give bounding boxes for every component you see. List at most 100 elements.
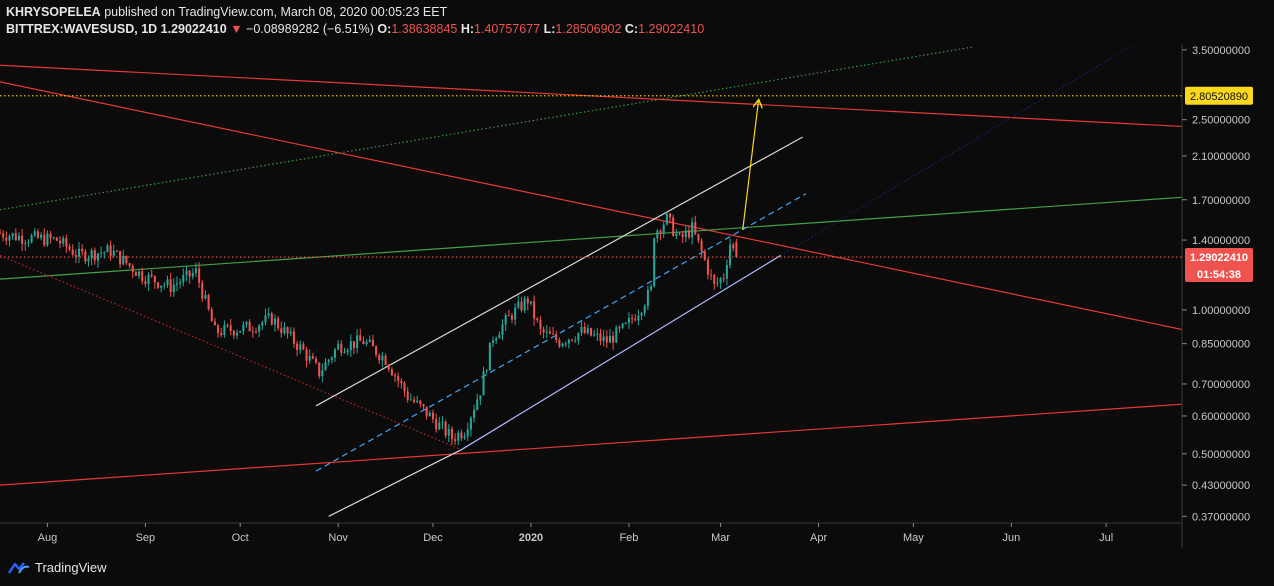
close-label: C: — [624, 22, 639, 36]
candle-body — [485, 370, 488, 372]
candle-body — [156, 282, 160, 288]
candle-body — [188, 270, 191, 277]
time-axis[interactable]: Aug Sep Oct Nov Dec 2020 Feb Mar Apr May Jun Jul — [0, 522, 1182, 544]
candle-body — [735, 242, 738, 258]
candle-body — [236, 332, 239, 336]
candle-body — [596, 333, 599, 335]
candle-body — [725, 265, 728, 279]
candle-body — [580, 326, 583, 333]
candle-body — [198, 268, 201, 283]
candle-body — [169, 279, 172, 292]
candle-body — [397, 376, 400, 381]
candle-body — [691, 222, 694, 238]
symbol-label[interactable]: BITTREX:WAVESUSD, 1D — [6, 22, 158, 36]
candle-body — [501, 324, 504, 336]
candle-body — [280, 328, 283, 334]
candle-body — [33, 231, 36, 236]
candle-body — [245, 321, 248, 325]
green-dotted-trendline — [0, 46, 974, 211]
candle-body — [138, 271, 141, 276]
candle-body — [17, 235, 20, 240]
candle-body — [144, 281, 147, 285]
candle-body — [653, 238, 656, 287]
red-support-low — [0, 403, 1182, 486]
candle-body — [536, 318, 539, 321]
candle-body — [520, 301, 523, 311]
candle-body — [93, 250, 96, 261]
candle-body — [514, 307, 517, 320]
candle-body — [694, 222, 697, 234]
candle-body — [678, 233, 681, 235]
candle-body — [729, 244, 732, 266]
candle-body — [517, 301, 520, 308]
candle-body — [507, 315, 510, 317]
candle-body — [71, 249, 74, 255]
price-tick-label: 1.70000000 — [1192, 195, 1250, 207]
candle-body — [583, 326, 586, 333]
footer: TradingView — [0, 556, 1274, 586]
candle-body — [687, 230, 691, 238]
candle-body — [239, 330, 242, 333]
candle-body — [8, 236, 11, 241]
candle-body — [488, 342, 491, 371]
red-resistance-mid — [0, 81, 1182, 331]
candle-body — [333, 349, 337, 358]
candle-body — [621, 323, 624, 328]
price-tick-label: 0.60000000 — [1192, 411, 1250, 423]
candle-body — [0, 232, 2, 234]
candle-body — [371, 339, 374, 347]
candle-body — [251, 331, 254, 333]
open-value: 1.38638845 — [391, 22, 458, 36]
price-chart[interactable]: 3.50000000 2.50000000 2.10000000 1.70000000… — [0, 0, 1274, 556]
candle-body — [106, 245, 109, 253]
price-tick-label: 2.10000000 — [1192, 151, 1250, 163]
candle-body — [441, 421, 444, 423]
author-name[interactable]: KHRYSOPELEA — [6, 5, 101, 19]
time-tick-label: Oct — [232, 532, 249, 544]
candle-body — [299, 344, 302, 351]
candle-body — [665, 213, 668, 225]
last-price-label: 1.29022410 — [1190, 252, 1248, 264]
yellow-projection-arrow — [742, 101, 759, 231]
candle-body — [491, 340, 495, 343]
candle-body — [365, 341, 368, 345]
blue-dotted-trendline — [780, 44, 1135, 256]
candle-body — [153, 276, 156, 283]
candle-body — [40, 234, 43, 238]
candle-body — [681, 234, 684, 238]
candle-body — [49, 233, 52, 239]
time-tick-label: May — [903, 532, 924, 544]
last-price: 1.29022410 — [160, 22, 227, 36]
price-axis[interactable]: 3.50000000 2.50000000 2.10000000 1.70000000… — [1181, 44, 1250, 548]
candle-body — [722, 278, 725, 280]
candle-body — [160, 285, 163, 288]
candle-body — [495, 338, 498, 341]
candle-body — [659, 230, 662, 234]
candle-body — [412, 399, 416, 402]
candle-body — [242, 324, 245, 331]
candle-body — [43, 234, 46, 246]
candle-body — [425, 406, 428, 417]
candle-body — [368, 339, 371, 342]
candle-body — [100, 252, 103, 254]
candle-body — [330, 357, 333, 360]
candle-body — [277, 318, 280, 329]
candle-body — [612, 335, 615, 343]
candle-body — [261, 322, 264, 326]
candle-body — [125, 255, 128, 264]
candle-body — [656, 230, 659, 239]
candle-body — [267, 313, 270, 316]
candle-body — [191, 273, 194, 277]
candle-body — [403, 383, 406, 392]
candle-body — [422, 404, 425, 407]
candle-body — [643, 306, 646, 314]
candle-body — [428, 412, 431, 417]
candle-body — [564, 343, 567, 345]
candle-body — [390, 369, 393, 376]
candle-body — [185, 270, 188, 276]
target-price-badge — [1185, 86, 1253, 105]
candle-body — [599, 333, 602, 341]
candle-body — [21, 235, 24, 244]
candle-body — [343, 352, 346, 354]
tradingview-brand[interactable]: TradingView — [8, 560, 107, 575]
